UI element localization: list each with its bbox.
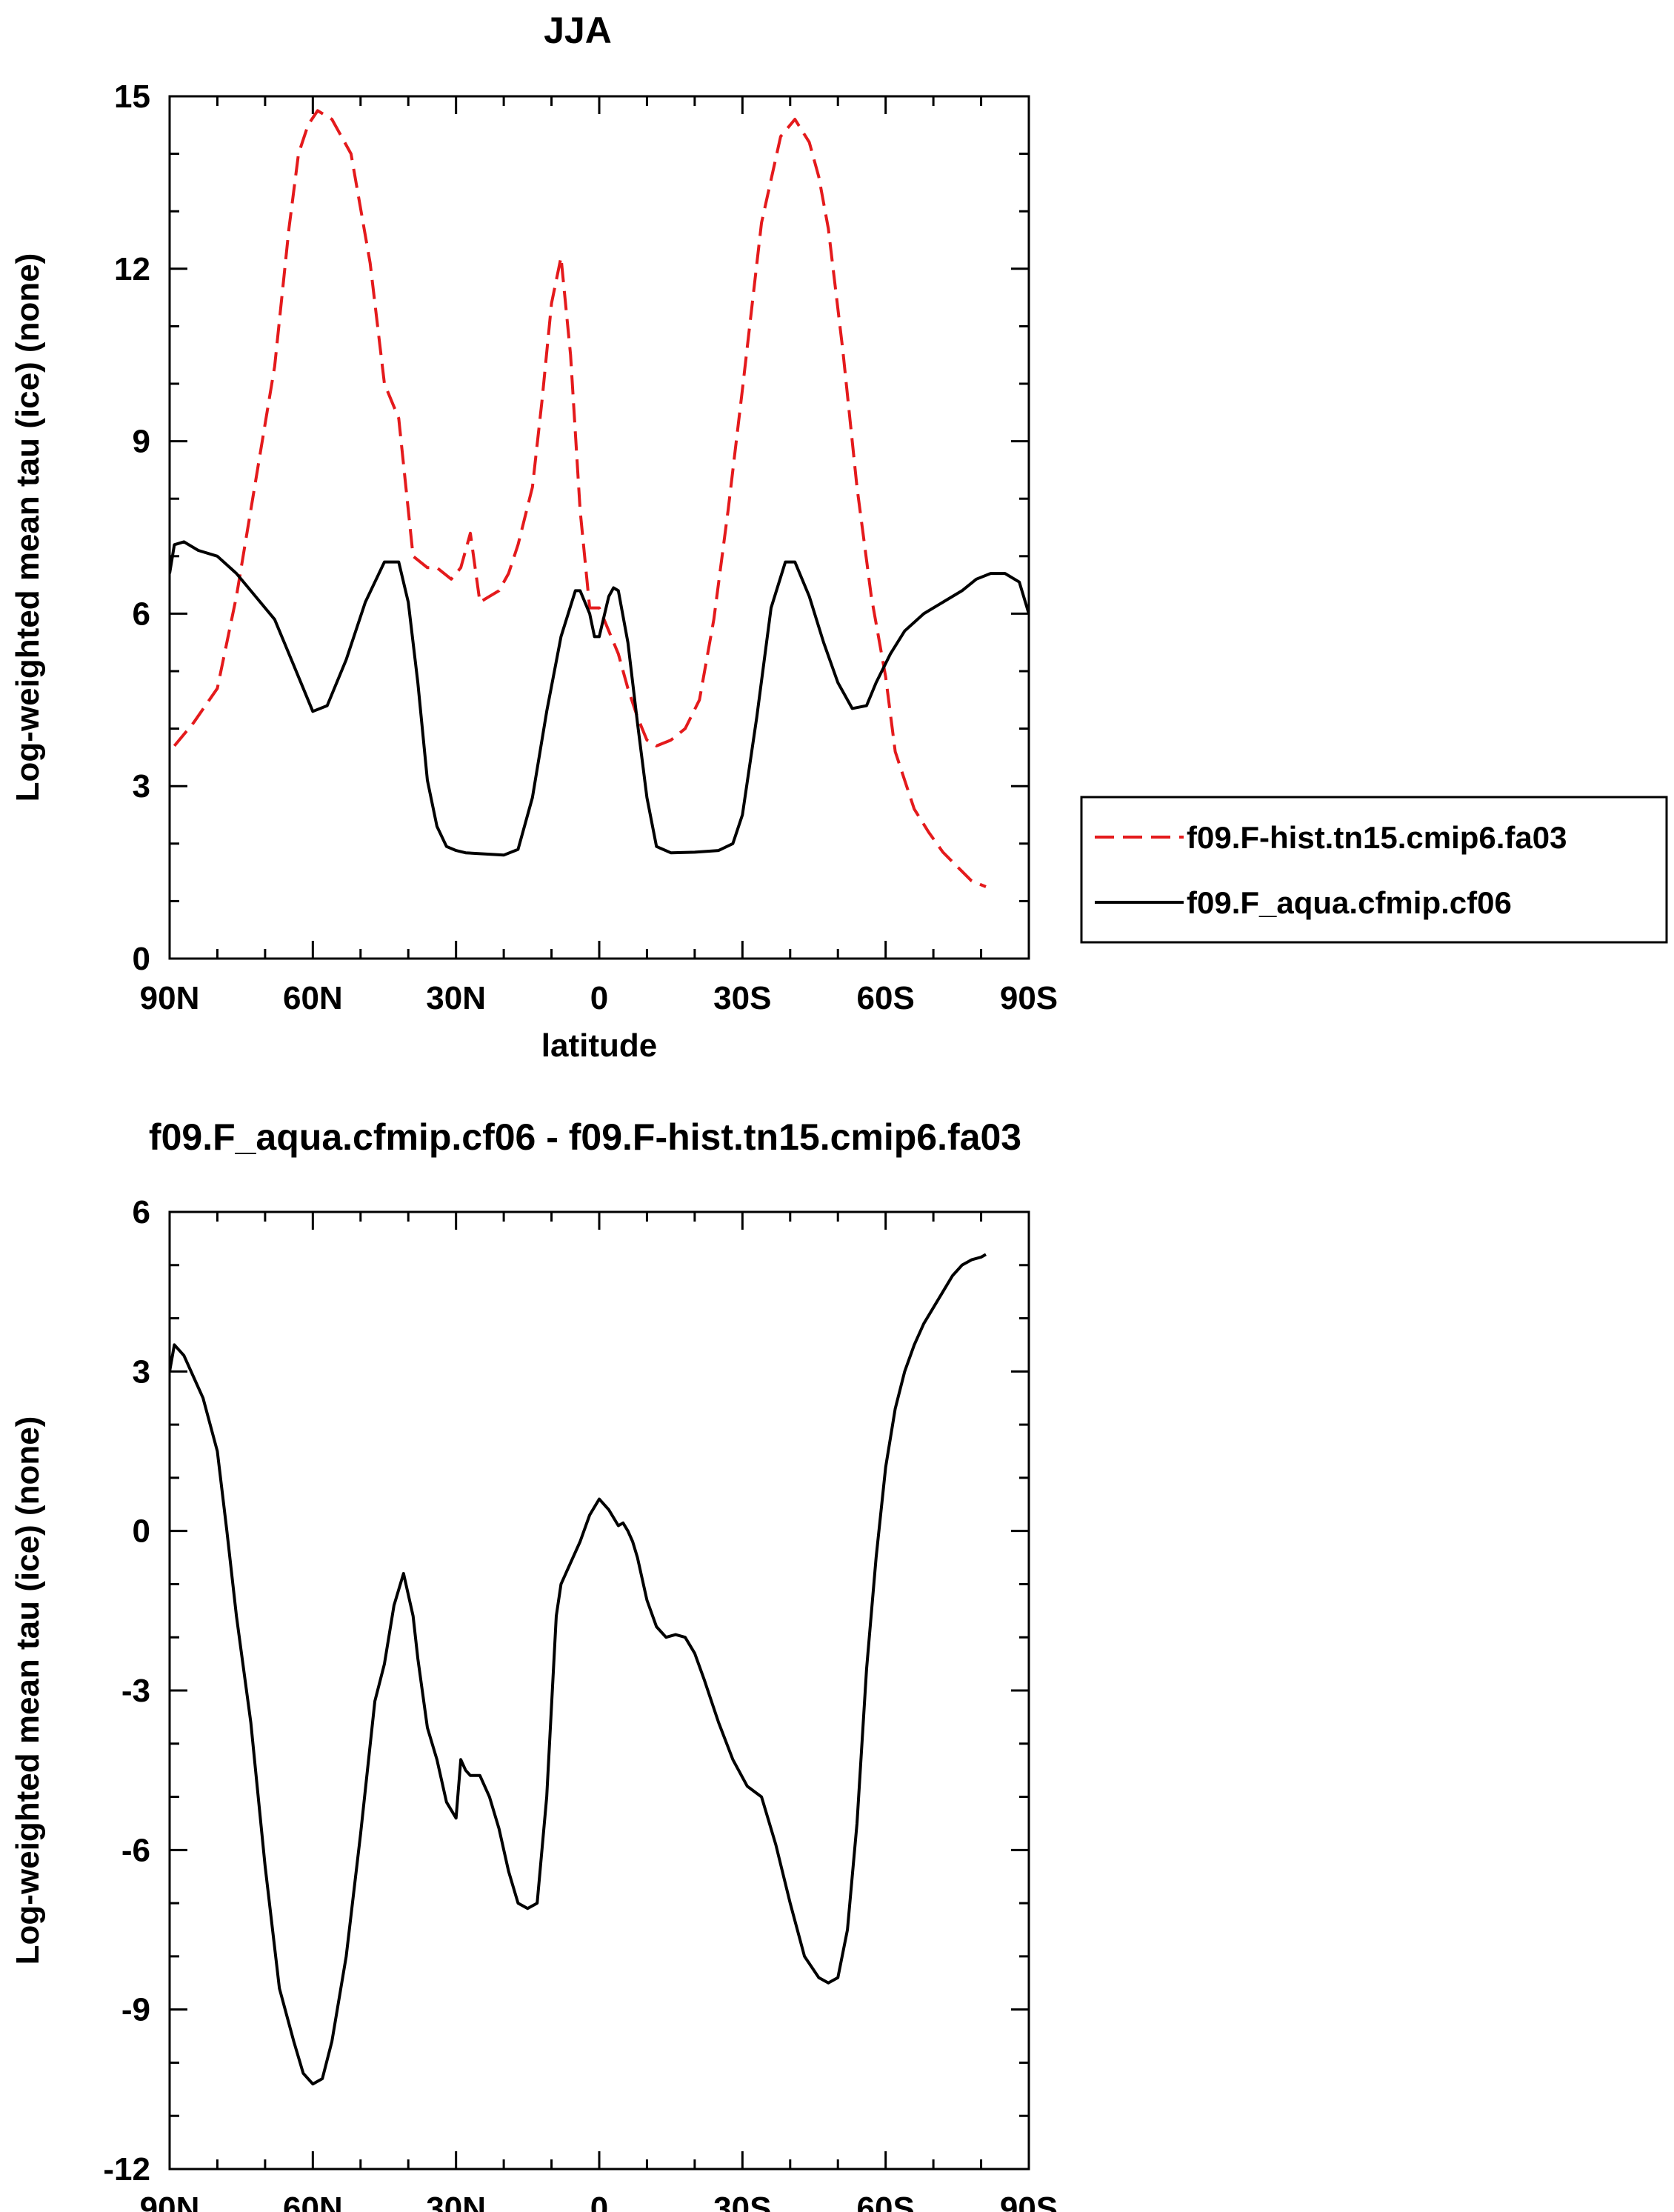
x-tick-label: 0 [590,980,608,1016]
y-tick-label: 0 [133,1513,150,1550]
x-tick-label: 30S [713,2191,771,2212]
y-tick-label: -3 [121,1673,150,1709]
y-tick-label: 12 [114,251,150,287]
x-tick-label: 60S [857,2191,915,2212]
x-tick-label: 60N [283,980,343,1016]
y-tick-label: -12 [103,2151,150,2188]
legend: f09.F-hist.tn15.cmip6.fa03 f09.F_aqua.cfm… [1080,796,1668,944]
top-panel-title: JJA [544,10,612,51]
y-tick-label: 6 [133,596,150,632]
x-tick-label: 30N [426,2191,486,2212]
y-axis-label: Log-weighted mean tau (ice) (none) [10,253,46,802]
series-line-0 [173,109,987,888]
y-tick-label: 0 [133,941,150,977]
plot-frame [168,95,1030,960]
x-tick-label: 90S [1000,980,1058,1016]
x-tick-label: 30S [713,980,771,1016]
top-panel: JJA 90N 60N 30N 0 30S 60S 90S 0 3 6 9 12 15 latitude L… [10,10,1058,1064]
y-tick-label: 3 [133,768,150,804]
x-tick-label: 90N [140,980,200,1016]
legend-label-0: f09.F-hist.tn15.cmip6.fa03 [1187,820,1567,855]
x-tick-label: 0 [590,2191,608,2212]
y-tick-label: 15 [114,79,150,115]
x-tick-label: 60S [857,980,915,1016]
y-tick-label: 6 [133,1194,150,1230]
series-line-1 [170,540,1029,857]
y-tick-label: -6 [121,1832,150,1868]
x-axis-label: latitude [541,1027,657,1064]
y-tick-label: 9 [133,424,150,460]
plot-frame [168,1210,1030,2171]
x-tick-label: 30N [426,980,486,1016]
x-tick-label: 90N [140,2191,200,2212]
series-line-0 [170,1253,987,2086]
x-tick-label: 90S [1000,2191,1058,2212]
bottom-panel: f09.F_aqua.cfmip.cf06 - f09.F-hist.tn15.… [10,1116,1058,2212]
x-tick-label: 60N [283,2191,343,2212]
bottom-panel-title: f09.F_aqua.cfmip.cf06 - f09.F-hist.tn15.… [149,1116,1021,1158]
y-axis-label: Log-weighted mean tau (ice) (none) [10,1416,46,1965]
legend-label-1: f09.F_aqua.cfmip.cf06 [1187,885,1512,920]
legend-box [1080,796,1668,944]
y-tick-label: -9 [121,1992,150,2028]
y-tick-label: 3 [133,1353,150,1390]
